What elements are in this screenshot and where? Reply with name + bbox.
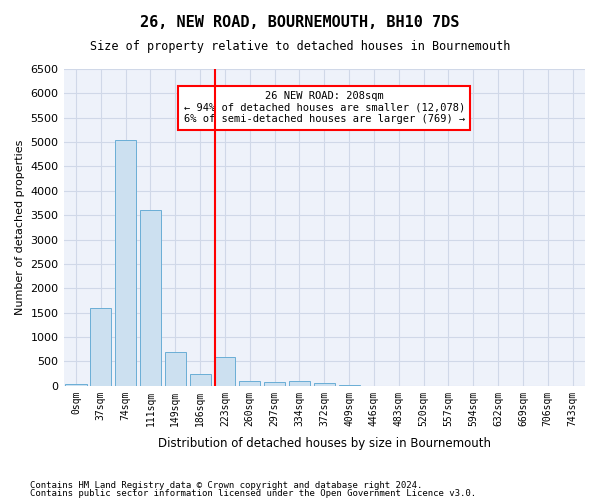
Bar <box>239 381 260 386</box>
Text: Size of property relative to detached houses in Bournemouth: Size of property relative to detached ho… <box>90 40 510 53</box>
Bar <box>314 384 335 386</box>
Text: 26, NEW ROAD, BOURNEMOUTH, BH10 7DS: 26, NEW ROAD, BOURNEMOUTH, BH10 7DS <box>140 15 460 30</box>
Bar <box>190 374 211 386</box>
Bar <box>65 384 86 386</box>
Text: 26 NEW ROAD: 208sqm
← 94% of detached houses are smaller (12,078)
6% of semi-det: 26 NEW ROAD: 208sqm ← 94% of detached ho… <box>184 91 465 124</box>
Bar <box>264 382 285 386</box>
Bar <box>90 308 112 386</box>
Bar <box>140 210 161 386</box>
Bar <box>289 381 310 386</box>
Bar <box>214 356 235 386</box>
Text: Contains HM Land Registry data © Crown copyright and database right 2024.: Contains HM Land Registry data © Crown c… <box>30 481 422 490</box>
X-axis label: Distribution of detached houses by size in Bournemouth: Distribution of detached houses by size … <box>158 437 491 450</box>
Bar <box>338 385 359 386</box>
Bar <box>165 352 186 386</box>
Bar <box>115 140 136 386</box>
Text: Contains public sector information licensed under the Open Government Licence v3: Contains public sector information licen… <box>30 488 476 498</box>
Y-axis label: Number of detached properties: Number of detached properties <box>15 140 25 315</box>
